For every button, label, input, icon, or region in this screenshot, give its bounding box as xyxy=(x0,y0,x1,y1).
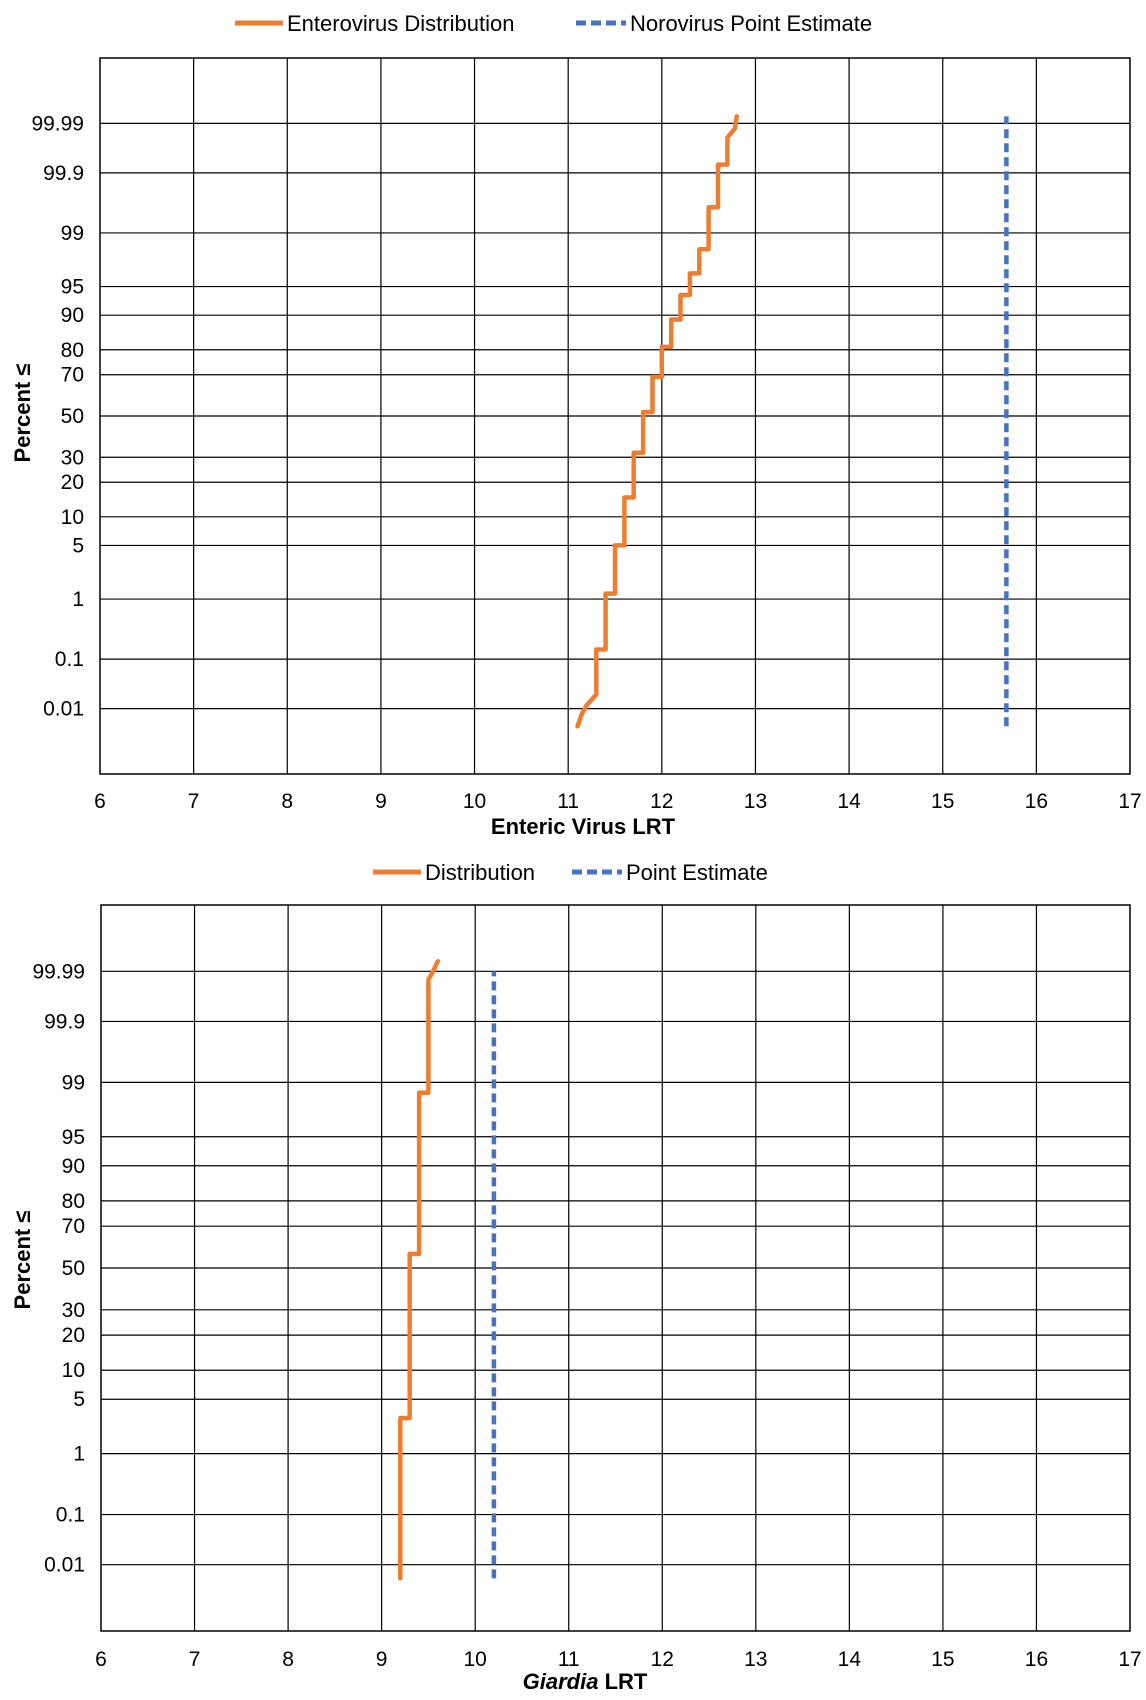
series-line xyxy=(398,958,441,1581)
y-tick-label: 99.99 xyxy=(31,112,84,135)
y-tick-label: 30 xyxy=(62,1299,85,1322)
plot-grid xyxy=(99,57,1131,775)
x-tick-label: 10 xyxy=(464,1648,487,1671)
x-tick-label: 11 xyxy=(558,1648,580,1671)
y-tick-label: 70 xyxy=(61,364,84,387)
legend-label-point-estimate: Point Estimate xyxy=(626,860,768,885)
y-tick-label: 1 xyxy=(73,1443,85,1466)
x-tick-label: 9 xyxy=(376,1648,388,1671)
x-tick-label: 12 xyxy=(651,1648,674,1671)
y-tick-label: 10 xyxy=(61,506,84,529)
y-tick-label: 0.01 xyxy=(43,698,84,721)
y-tick-label: 50 xyxy=(62,1257,85,1280)
x-tick-label: 17 xyxy=(1118,790,1141,813)
giardia-chart: Distribution Point Estimate 6 7 8 9 10 11 12 13… xyxy=(10,860,1142,1694)
y-tick-label: 99.9 xyxy=(44,1010,85,1033)
y-tick-label: 0.01 xyxy=(44,1554,85,1577)
x-tick-label: 7 xyxy=(189,1648,201,1671)
y-tick-label: 50 xyxy=(61,405,84,428)
x-axis-title-italic: Giardia xyxy=(523,1669,599,1694)
x-tick-label: 8 xyxy=(281,790,293,813)
y-tick-label: 0.1 xyxy=(55,648,84,671)
y-tick-label: 5 xyxy=(72,534,84,557)
x-tick-labels: 6 7 8 9 10 11 12 13 14 15 16 17 xyxy=(94,790,1142,813)
x-tick-label: 13 xyxy=(744,1648,767,1671)
y-tick-label: 10 xyxy=(62,1359,85,1382)
legend-label-norovirus: Norovirus Point Estimate xyxy=(630,11,872,36)
legend-label-enterovirus: Enterovirus Distribution xyxy=(287,11,514,36)
legend: Enterovirus Distribution Norovirus Point… xyxy=(235,11,872,36)
x-tick-label: 13 xyxy=(744,790,767,813)
y-tick-label: 99.9 xyxy=(43,162,84,185)
x-tick-label: 11 xyxy=(557,790,579,813)
legend-label-distribution: Distribution xyxy=(425,860,535,885)
x-axis-title: Giardia LRT xyxy=(523,1669,648,1694)
x-tick-label: 15 xyxy=(931,790,954,813)
x-tick-label: 8 xyxy=(282,1648,294,1671)
x-tick-label: 16 xyxy=(1025,790,1048,813)
x-tick-label: 6 xyxy=(95,1648,107,1671)
y-tick-label: 99.99 xyxy=(32,960,85,983)
enteric-virus-chart: Enterovirus Distribution Norovirus Point… xyxy=(10,11,1142,839)
y-tick-label: 80 xyxy=(61,339,84,362)
x-tick-label: 7 xyxy=(188,790,200,813)
legend: Distribution Point Estimate xyxy=(373,860,768,885)
series-line xyxy=(575,114,739,729)
y-tick-label: 99 xyxy=(61,222,84,245)
y-tick-label: 1 xyxy=(72,588,84,611)
y-tick-label: 95 xyxy=(62,1126,85,1149)
x-tick-label: 14 xyxy=(837,790,861,813)
y-tick-label: 20 xyxy=(62,1324,85,1347)
y-tick-label: 95 xyxy=(61,276,84,299)
y-tick-label: 30 xyxy=(61,446,84,469)
y-tick-label: 90 xyxy=(61,304,84,327)
x-tick-label: 15 xyxy=(931,1648,954,1671)
x-tick-label: 14 xyxy=(838,1648,862,1671)
plot-grid xyxy=(100,904,1131,1632)
x-axis-title-suffix: LRT xyxy=(598,1669,647,1694)
x-tick-label: 10 xyxy=(463,790,486,813)
y-tick-label: 90 xyxy=(62,1155,85,1178)
y-axis-title: Percent ≤ xyxy=(10,1211,35,1310)
x-tick-labels: 6 7 8 9 10 11 12 13 14 15 16 17 xyxy=(95,1648,1142,1671)
y-tick-label: 70 xyxy=(62,1215,85,1238)
y-axis-title: Percent ≤ xyxy=(10,364,35,463)
x-tick-label: 9 xyxy=(375,790,387,813)
x-tick-label: 6 xyxy=(94,790,106,813)
x-tick-label: 17 xyxy=(1118,1648,1141,1671)
series-layer xyxy=(398,958,497,1581)
y-tick-label: 5 xyxy=(73,1388,85,1411)
y-tick-label: 20 xyxy=(61,471,84,494)
y-tick-label: 80 xyxy=(62,1190,85,1213)
x-tick-label: 12 xyxy=(650,790,673,813)
y-tick-label: 99 xyxy=(62,1071,85,1094)
x-tick-label: 16 xyxy=(1025,1648,1048,1671)
x-axis-title: Enteric Virus LRT xyxy=(491,814,676,839)
series-layer xyxy=(575,114,1009,729)
y-tick-label: 0.1 xyxy=(56,1504,85,1527)
